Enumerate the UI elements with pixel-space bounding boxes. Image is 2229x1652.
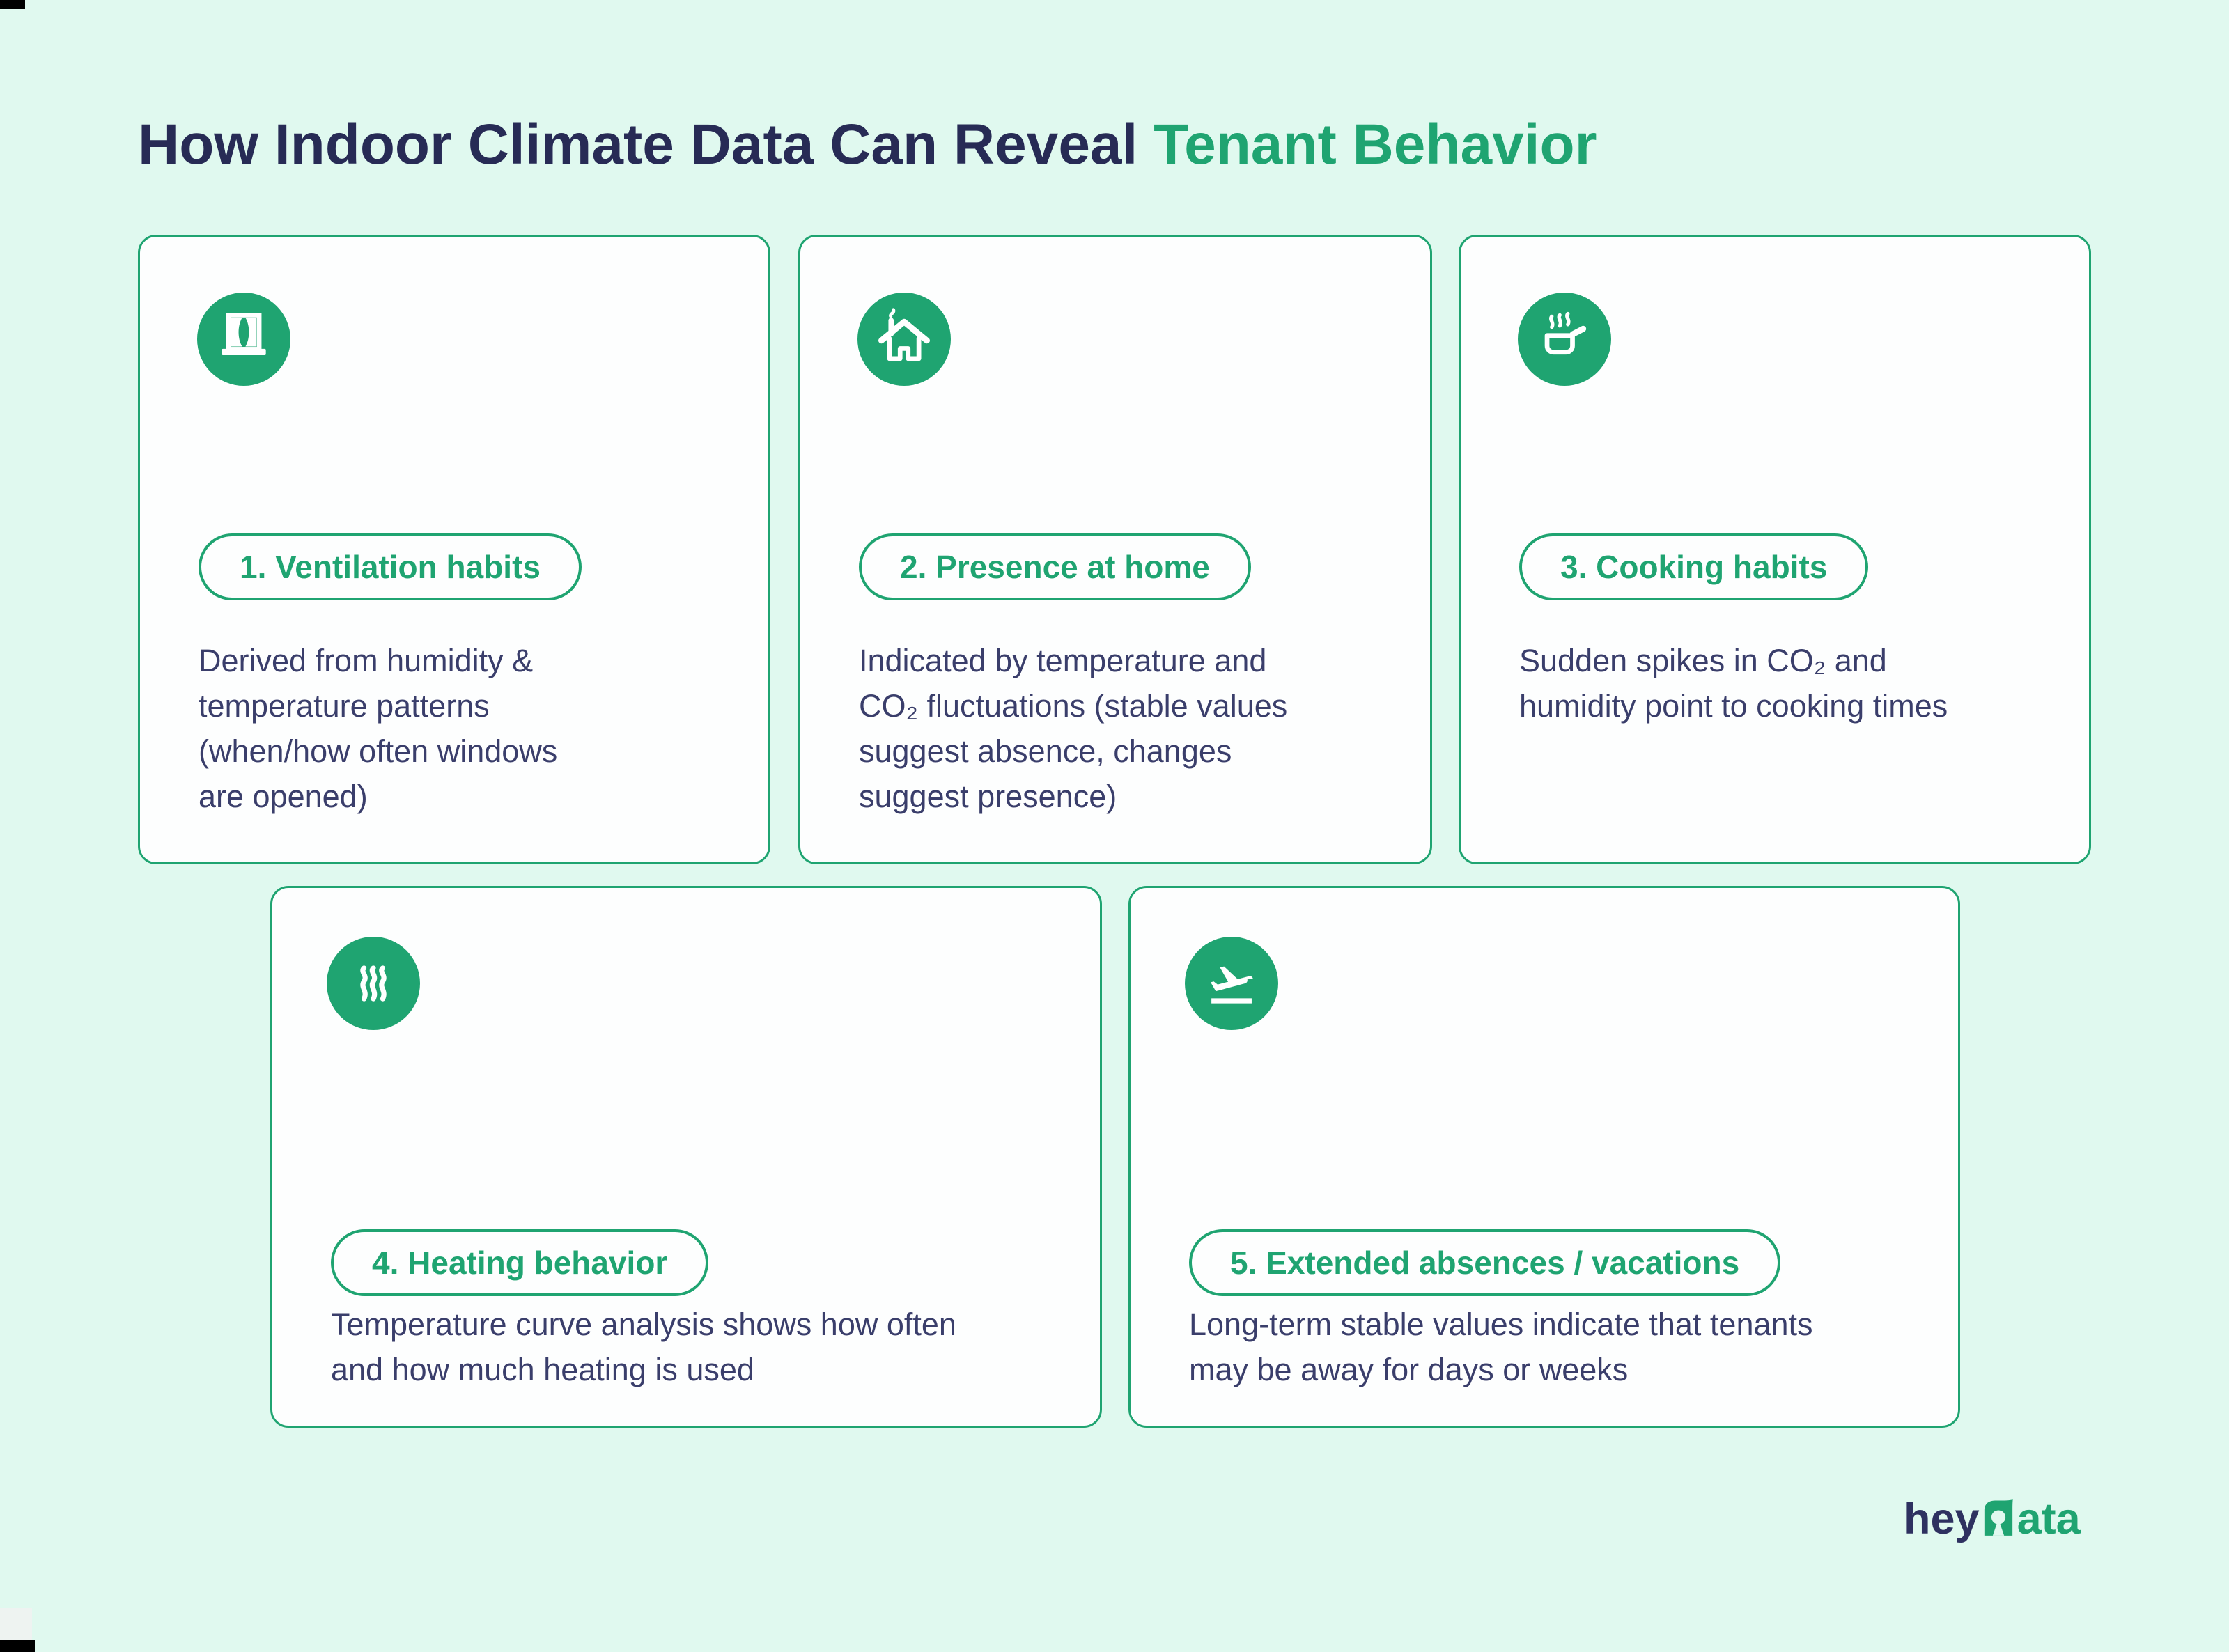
card-description-presence: Indicated by temperature and CO₂ fluctua… xyxy=(859,643,1288,814)
cooking-pot-icon xyxy=(1518,293,1611,386)
card-cooking-habits: 3. Cooking habits Sudden spikes in CO₂ a… xyxy=(1459,235,2091,864)
card-ventilation-habits: 1. Ventilation habits Derived from humid… xyxy=(138,235,770,864)
open-window-icon xyxy=(197,293,290,386)
house-icon xyxy=(857,293,951,386)
screen-artifact-bottom-left-gray xyxy=(0,1608,32,1640)
card-label-absences: 5. Extended absences / vacations xyxy=(1189,1229,1781,1296)
card-description-cooking: Sudden spikes in CO₂ and humidity point … xyxy=(1519,643,1948,724)
card-label-heating: 4. Heating behavior xyxy=(331,1229,709,1296)
airplane-takeoff-icon xyxy=(1185,937,1278,1030)
heydata-logo-hey: hey xyxy=(1904,1495,1980,1543)
page-title: How Indoor Climate Data Can Reveal Tenan… xyxy=(138,110,1597,180)
card-extended-absences: 5. Extended absences / vacations Long-te… xyxy=(1128,886,1960,1428)
screen-artifact-top-left xyxy=(0,0,25,9)
heat-waves-icon xyxy=(327,937,420,1030)
open-window-icon-glyph xyxy=(222,313,266,356)
card-description-ventilation: Derived from humidity & temperature patt… xyxy=(199,643,558,814)
heydata-logo-ata: ata xyxy=(2017,1495,2081,1543)
heat-waves-icon-glyph xyxy=(360,965,387,1002)
page-title-main: How Indoor Climate Data Can Reveal xyxy=(138,113,1154,176)
card-label-presence: 2. Presence at home xyxy=(859,533,1251,600)
airplane-takeoff-icon-glyph xyxy=(1211,966,1253,1004)
screen-artifact-bottom-left xyxy=(0,1640,35,1652)
card-description-heating: Temperature curve analysis shows how oft… xyxy=(331,1307,956,1387)
cooking-pot-icon-glyph xyxy=(1544,311,1587,355)
page-title-accent: Tenant Behavior xyxy=(1154,113,1597,176)
heydata-logo: hey ata xyxy=(1904,1497,2081,1541)
card-description-absences: Long-term stable values indicate that te… xyxy=(1189,1307,1813,1387)
house-icon-glyph xyxy=(878,308,930,361)
card-heating-behavior: 4. Heating behavior Temperature curve an… xyxy=(270,886,1102,1428)
heydata-keyhole-d-icon xyxy=(1984,1499,2013,1536)
card-label-cooking: 3. Cooking habits xyxy=(1519,533,1869,600)
card-label-ventilation: 1. Ventilation habits xyxy=(199,533,582,600)
card-presence-at-home: 2. Presence at home Indicated by tempera… xyxy=(798,235,1432,864)
